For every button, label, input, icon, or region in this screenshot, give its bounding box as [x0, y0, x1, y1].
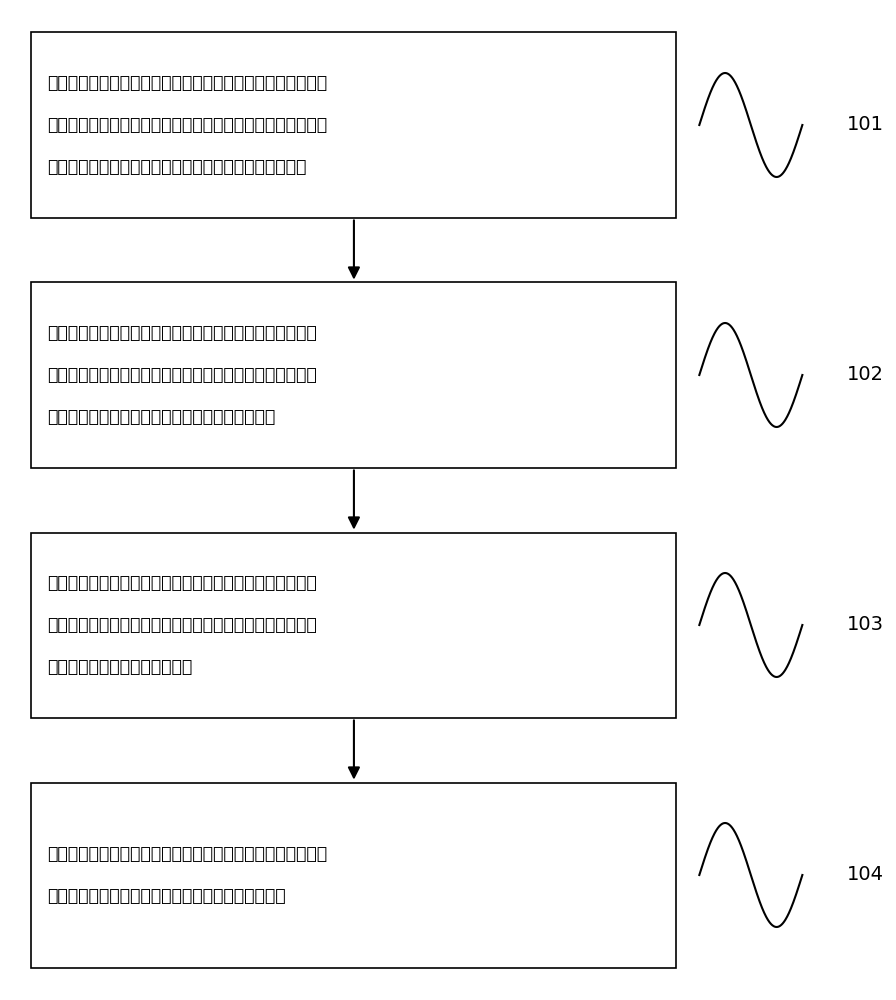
Text: 实时监控进行规范工艺操作、加强腐蚀性介质的采样分析、: 实时监控进行规范工艺操作、加强腐蚀性介质的采样分析、 — [47, 366, 317, 384]
Text: 104: 104 — [847, 865, 883, 884]
Bar — [31, 782, 676, 968]
Text: 103: 103 — [847, 615, 883, 635]
Text: 建立腐蚀失效数据库，进行腐蚀失效案例归纳分析。: 建立腐蚀失效数据库，进行腐蚀失效案例归纳分析。 — [47, 887, 286, 905]
Text: 定点厚度测量点的数量和位置；: 定点厚度测量点的数量和位置； — [47, 658, 193, 676]
Text: 含量，及其对设备和管道造成的腐蚀破坏形式、实际腐蚀速率: 含量，及其对设备和管道造成的腐蚀破坏形式、实际腐蚀速率 — [47, 116, 328, 134]
Bar — [31, 532, 676, 718]
Bar — [31, 32, 676, 218]
Text: 进行腐蚀失效案例归纳分析，即及时整理装置腐蚀失效案例，: 进行腐蚀失效案例归纳分析，即及时整理装置腐蚀失效案例， — [47, 845, 328, 863]
Text: 有效控制工艺介质处理的质量、有效使用缓蚀剂；: 有效控制工艺介质处理的质量、有效使用缓蚀剂； — [47, 408, 276, 426]
Text: 进行腐蚀监检测措施的优化，即完善设备和管道重点腐蚀部: 进行腐蚀监检测措施的优化，即完善设备和管道重点腐蚀部 — [47, 574, 317, 592]
Text: 位上设置在线腐蚀速率监测点的数量和位置，以及设置离线: 位上设置在线腐蚀速率监测点的数量和位置，以及设置离线 — [47, 616, 317, 634]
Bar — [31, 282, 676, 468]
Text: 进行材质防腐蚀措施的优化，即根据装置工艺介质中腐蚀介质: 进行材质防腐蚀措施的优化，即根据装置工艺介质中腐蚀介质 — [47, 74, 328, 92]
Text: 101: 101 — [847, 115, 883, 134]
Text: 阈值等合理确定设备和管道之重点腐蚀部位所采用材质；: 阈值等合理确定设备和管道之重点腐蚀部位所采用材质； — [47, 158, 306, 176]
Text: 102: 102 — [847, 365, 883, 384]
Text: 进行工艺防腐蚀措施的优化，即根据对装置重点腐蚀部位的: 进行工艺防腐蚀措施的优化，即根据对装置重点腐蚀部位的 — [47, 324, 317, 342]
